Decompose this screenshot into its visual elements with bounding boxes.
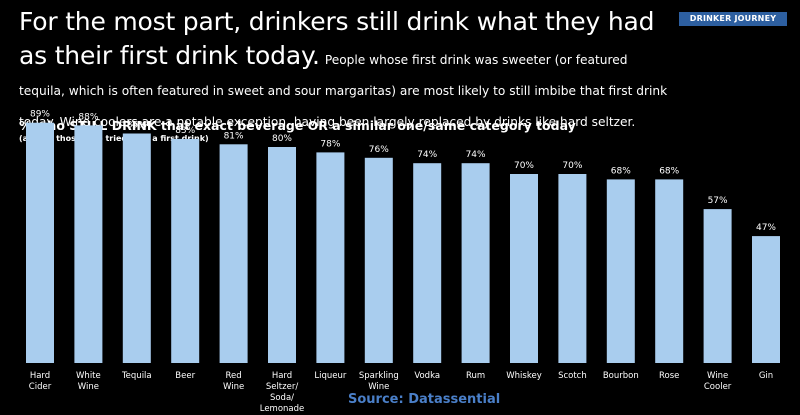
category-label-12: Bourbon <box>603 371 639 381</box>
category-label-3: Beer <box>175 371 195 381</box>
headline-description: People whose first drink was sweeter (or… <box>19 53 668 129</box>
chart-title: % who STILL DRINK that exact beverage OR… <box>19 118 576 133</box>
bar-4 <box>219 144 248 363</box>
category-label-0: Hard Cider <box>29 371 52 392</box>
value-label-10: 70% <box>514 161 534 171</box>
drinker-journey-badge: DRINKER JOURNEY <box>679 12 787 26</box>
category-label-7: Sparkling Wine <box>359 371 399 392</box>
category-label-1: White Wine <box>76 371 101 392</box>
bar-3 <box>171 138 200 363</box>
value-label-11: 70% <box>562 161 582 171</box>
category-label-10: Whiskey <box>506 371 541 381</box>
bar-0 <box>26 122 54 363</box>
bar-7 <box>364 157 393 363</box>
value-label-7: 76% <box>369 145 389 155</box>
category-label-5: Hard Seltzer/Soda/Lemonade <box>260 371 305 414</box>
value-label-4: 81% <box>224 131 244 141</box>
category-label-2: Tequila <box>121 371 152 381</box>
value-label-8: 74% <box>417 150 437 160</box>
value-label-12: 68% <box>611 166 631 176</box>
value-label-15: 47% <box>756 223 776 233</box>
category-label-6: Liqueur <box>314 371 346 381</box>
category-label-9: Rum <box>466 371 485 381</box>
value-label-14: 57% <box>708 196 728 206</box>
bar-2 <box>122 133 151 363</box>
source-label: Source: Datassential <box>348 392 501 407</box>
bar-13 <box>655 179 684 363</box>
category-label-4: Red Wine <box>223 371 244 392</box>
bar-9 <box>461 163 490 363</box>
bar-8 <box>413 163 442 363</box>
bar-1 <box>74 125 103 364</box>
bar-14 <box>703 209 732 363</box>
value-label-9: 74% <box>466 150 486 160</box>
headline: For the most part, drinkers still drink … <box>19 6 669 136</box>
value-label-5: 80% <box>272 134 292 144</box>
value-label-6: 78% <box>320 139 340 149</box>
bar-5 <box>268 147 296 363</box>
category-label-13: Rose <box>659 371 679 381</box>
bar-11 <box>558 174 587 363</box>
headline-title: For the most part, drinkers still drink … <box>19 7 655 70</box>
bar-12 <box>606 179 635 363</box>
category-label-15: Gin <box>759 371 773 381</box>
value-label-1: 88% <box>78 112 98 122</box>
category-label-8: Vodka <box>414 371 440 381</box>
value-label-3: 83% <box>175 126 195 136</box>
value-label-0: 89% <box>30 110 50 120</box>
bar-6 <box>316 152 345 363</box>
chart-subtitle: (among those who tried it as a first dri… <box>19 134 209 143</box>
value-label-13: 68% <box>659 166 679 176</box>
value-label-2: 85% <box>127 121 147 131</box>
bar-15 <box>752 236 780 363</box>
category-label-11: Scotch <box>558 371 587 381</box>
bar-10 <box>510 174 538 363</box>
category-label-14: Wine Cooler <box>704 371 732 392</box>
